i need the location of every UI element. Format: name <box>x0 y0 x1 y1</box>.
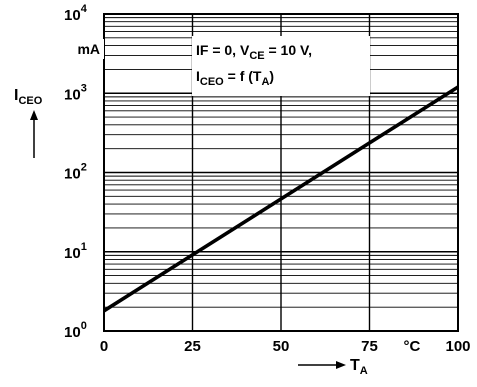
y-tick-label: 102 <box>64 162 87 183</box>
y-axis-label: ICEO <box>14 87 43 107</box>
annotation-line-1: IF = 0, VCE = 10 V, <box>196 42 312 62</box>
y-arrow-head <box>30 110 38 120</box>
y-axis-arrow <box>30 110 38 158</box>
y-tick-label: 100 <box>64 320 87 341</box>
x-tick-labels: 0 25 50 75 100 <box>100 338 471 355</box>
y-tick-labels: 100 101 102 103 104 <box>64 3 88 341</box>
y-tick-label: 104 <box>64 3 88 24</box>
x-tick-label: 25 <box>184 338 201 355</box>
y-unit-background <box>66 39 104 59</box>
y-tick-label: 101 <box>64 241 87 262</box>
x-axis-arrow <box>298 361 346 369</box>
series-line-0 <box>103 85 459 313</box>
x-tick-label: 0 <box>100 338 108 355</box>
x-axis-label: TA <box>350 357 368 377</box>
x-axis-unit: °C <box>404 338 421 355</box>
y-axis-unit: mA <box>77 41 100 57</box>
x-tick-label: 100 <box>445 338 470 355</box>
plot-frame <box>103 13 459 332</box>
x-arrow-head <box>336 361 346 369</box>
y-tick-label: 103 <box>64 82 87 103</box>
x-tick-label: 75 <box>361 338 378 355</box>
grid <box>104 14 458 331</box>
x-tick-label: 50 <box>273 338 290 355</box>
annotation-line-2: ICEO = f (TA) <box>196 68 274 88</box>
series-group <box>103 85 459 313</box>
annotation-background <box>192 36 370 96</box>
